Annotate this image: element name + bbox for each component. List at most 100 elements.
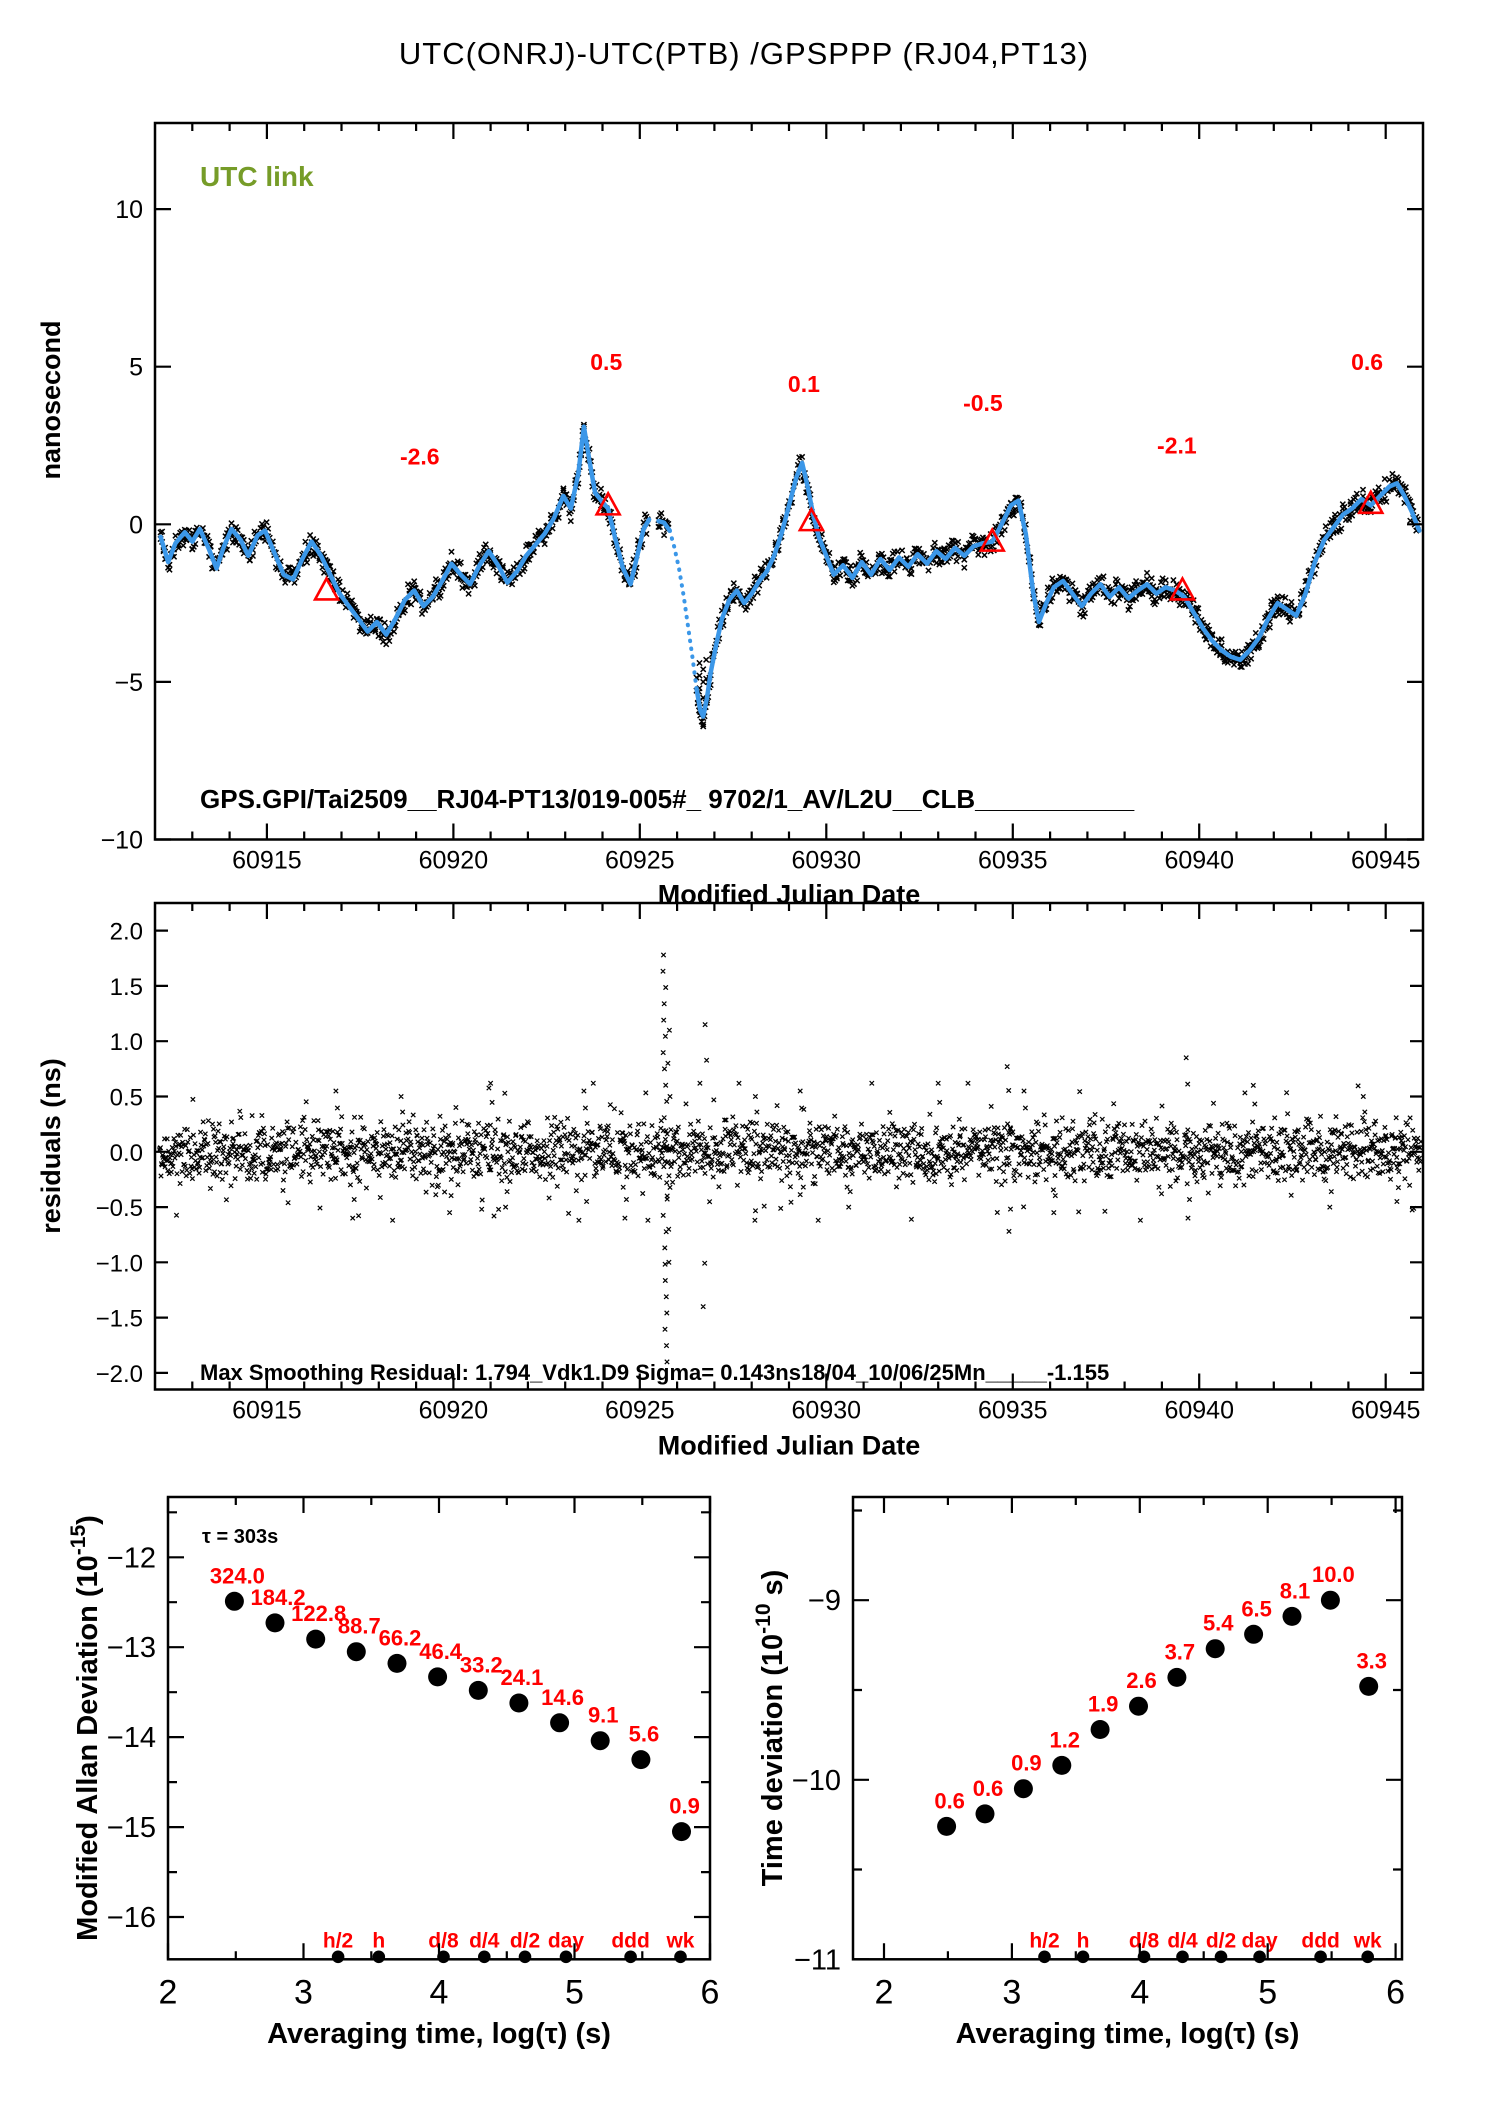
tau-marker-label: d/4	[469, 1929, 500, 1952]
tick-marks	[191, 903, 1350, 1390]
tau-marker-label: h	[1077, 1929, 1090, 1952]
tau-marker-label: d/8	[428, 1929, 459, 1952]
tdev-point	[1013, 1779, 1033, 1799]
tdev-point	[1052, 1755, 1072, 1775]
mdev-point-label: 9.1	[588, 1703, 619, 1728]
calibration-value-label: 0.5	[590, 349, 622, 375]
mdev-point	[306, 1629, 326, 1649]
x-tick-label: 60945	[1351, 847, 1421, 875]
tick-marks	[168, 1511, 710, 1874]
tau-marker-label: ddd	[611, 1929, 649, 1952]
mdev-point	[387, 1653, 407, 1673]
x-axis-title: Averaging time, log(τ) (s)	[956, 2018, 1300, 2050]
x-tick-label: 60935	[978, 1397, 1048, 1425]
utc-link-label: UTC link	[200, 161, 314, 192]
x-tick-label: 60925	[605, 847, 675, 875]
calibration-value-label: -2.1	[1157, 432, 1197, 458]
x-tick-label: 6	[1386, 1973, 1405, 2011]
y-tick-label: 2.0	[110, 919, 143, 946]
tdev-point	[1359, 1676, 1379, 1696]
x-tick-label: 60915	[232, 847, 302, 875]
tau-baseline-dot	[1038, 1950, 1051, 1964]
mdev-frame	[166, 1495, 712, 1961]
tau-marker-label: d/2	[1206, 1929, 1236, 1952]
tick-marks	[265, 903, 1387, 1390]
tau-baseline-dot	[1214, 1950, 1228, 1964]
mdev-panel	[224, 1591, 691, 1964]
y-tick-label: −10	[792, 1765, 841, 1797]
y-tick-label: −5	[114, 669, 143, 697]
y-tick-label: −1.5	[96, 1306, 143, 1333]
tick-marks	[155, 929, 1423, 1374]
calibration-triangle	[797, 506, 826, 532]
tdev-point	[1244, 1624, 1264, 1644]
tau-baseline-dot	[518, 1950, 532, 1964]
x-tick-label: 60930	[792, 1397, 862, 1425]
residuals-frame	[153, 901, 1425, 1391]
tau-baseline-dot	[331, 1950, 345, 1964]
calibration-value-label: -2.6	[400, 443, 440, 469]
tdev-point	[1205, 1639, 1225, 1659]
mdev-point-label: 184.2	[251, 1585, 306, 1610]
x-axis-title: Averaging time, log(τ) (s)	[267, 2018, 611, 2050]
y-tick-label: −13	[107, 1632, 156, 1664]
tdev-point-label: 3.3	[1356, 1648, 1387, 1673]
tdev-point-label: 3.7	[1165, 1639, 1196, 1664]
y-tick-label: 0.5	[110, 1084, 143, 1111]
x-tick-label: 60940	[1164, 1397, 1234, 1425]
tdev-y-axis-title: Time deviation (10-10 s)	[752, 1570, 789, 1887]
y-tick-label: −10	[101, 827, 143, 855]
y-tick-label: −16	[107, 1902, 156, 1934]
calibration-value-label: -0.5	[963, 390, 1003, 416]
mdev-point-label: 46.4	[419, 1639, 463, 1664]
x-tick-label: 3	[1002, 1973, 1021, 2011]
tau-annotation: τ = 303s	[202, 1526, 278, 1548]
tick-marks	[155, 208, 1423, 841]
y-tick-label: −15	[107, 1812, 156, 1844]
tick-marks	[265, 123, 1387, 840]
tdev-frame	[851, 1495, 1404, 1961]
mdev-point	[590, 1731, 610, 1751]
tdev-point	[1320, 1590, 1340, 1610]
tdev-point-label: 5.4	[1203, 1611, 1234, 1636]
tau-baseline-dot	[372, 1950, 386, 1964]
residuals-footer: Max Smoothing Residual: 1.794_Vdk1.D9 Si…	[200, 1360, 1109, 1385]
tau-marker-label: d/2	[510, 1929, 540, 1952]
blue-series-dotted	[667, 528, 699, 691]
calibration-value-label: 0.1	[788, 371, 820, 397]
tdev-point-label: 0.6	[934, 1788, 965, 1813]
tick-marks	[882, 1497, 1397, 1960]
residuals-scatter	[156, 952, 1424, 1365]
tau-marker-label: h/2	[323, 1929, 353, 1952]
tick-marks	[853, 1509, 1402, 1871]
x-tick-label: 60940	[1164, 847, 1234, 875]
tau-marker-label: d/8	[1129, 1929, 1160, 1952]
mdev-point-label: 33.2	[460, 1652, 503, 1677]
tau-marker-label: day	[548, 1929, 585, 1952]
tau-baseline-dot	[478, 1950, 491, 1964]
y-tick-label: 1.5	[110, 974, 143, 1001]
tau-marker-label: d/4	[1167, 1929, 1198, 1952]
y-tick-label: −12	[107, 1542, 156, 1574]
mdev-point-label: 24.1	[501, 1665, 544, 1690]
x-tick-label: 4	[430, 1973, 449, 2011]
page-title: UTC(ONRJ)-UTC(PTB) /GPSPPP (RJ04,PT13)	[398, 36, 1090, 71]
tau-marker-label: wk	[1353, 1929, 1382, 1952]
mdev-point-label: 66.2	[379, 1625, 422, 1650]
tau-marker-label: wk	[665, 1929, 694, 1952]
y-tick-label: −2.0	[96, 1361, 143, 1388]
tdev-point	[937, 1816, 957, 1836]
tau-baseline-dot	[1253, 1950, 1266, 1964]
y-tick-label: −0.5	[96, 1195, 143, 1222]
calibration-triangle	[312, 575, 341, 601]
tau-baseline-dot	[624, 1950, 637, 1964]
mdev-point	[550, 1713, 570, 1733]
tick-marks	[853, 1599, 1402, 1961]
mdev-point-label: 122.8	[291, 1601, 346, 1626]
mdev-point-label: 324.0	[210, 1563, 265, 1588]
x-tick-label: 60915	[232, 1397, 302, 1425]
timeseries-black-scatter	[157, 421, 1421, 730]
tdev-point-label: 0.9	[1011, 1751, 1042, 1776]
y-axis-title: residuals (ns)	[36, 1058, 66, 1234]
mdev-point-label: 5.6	[629, 1722, 660, 1747]
